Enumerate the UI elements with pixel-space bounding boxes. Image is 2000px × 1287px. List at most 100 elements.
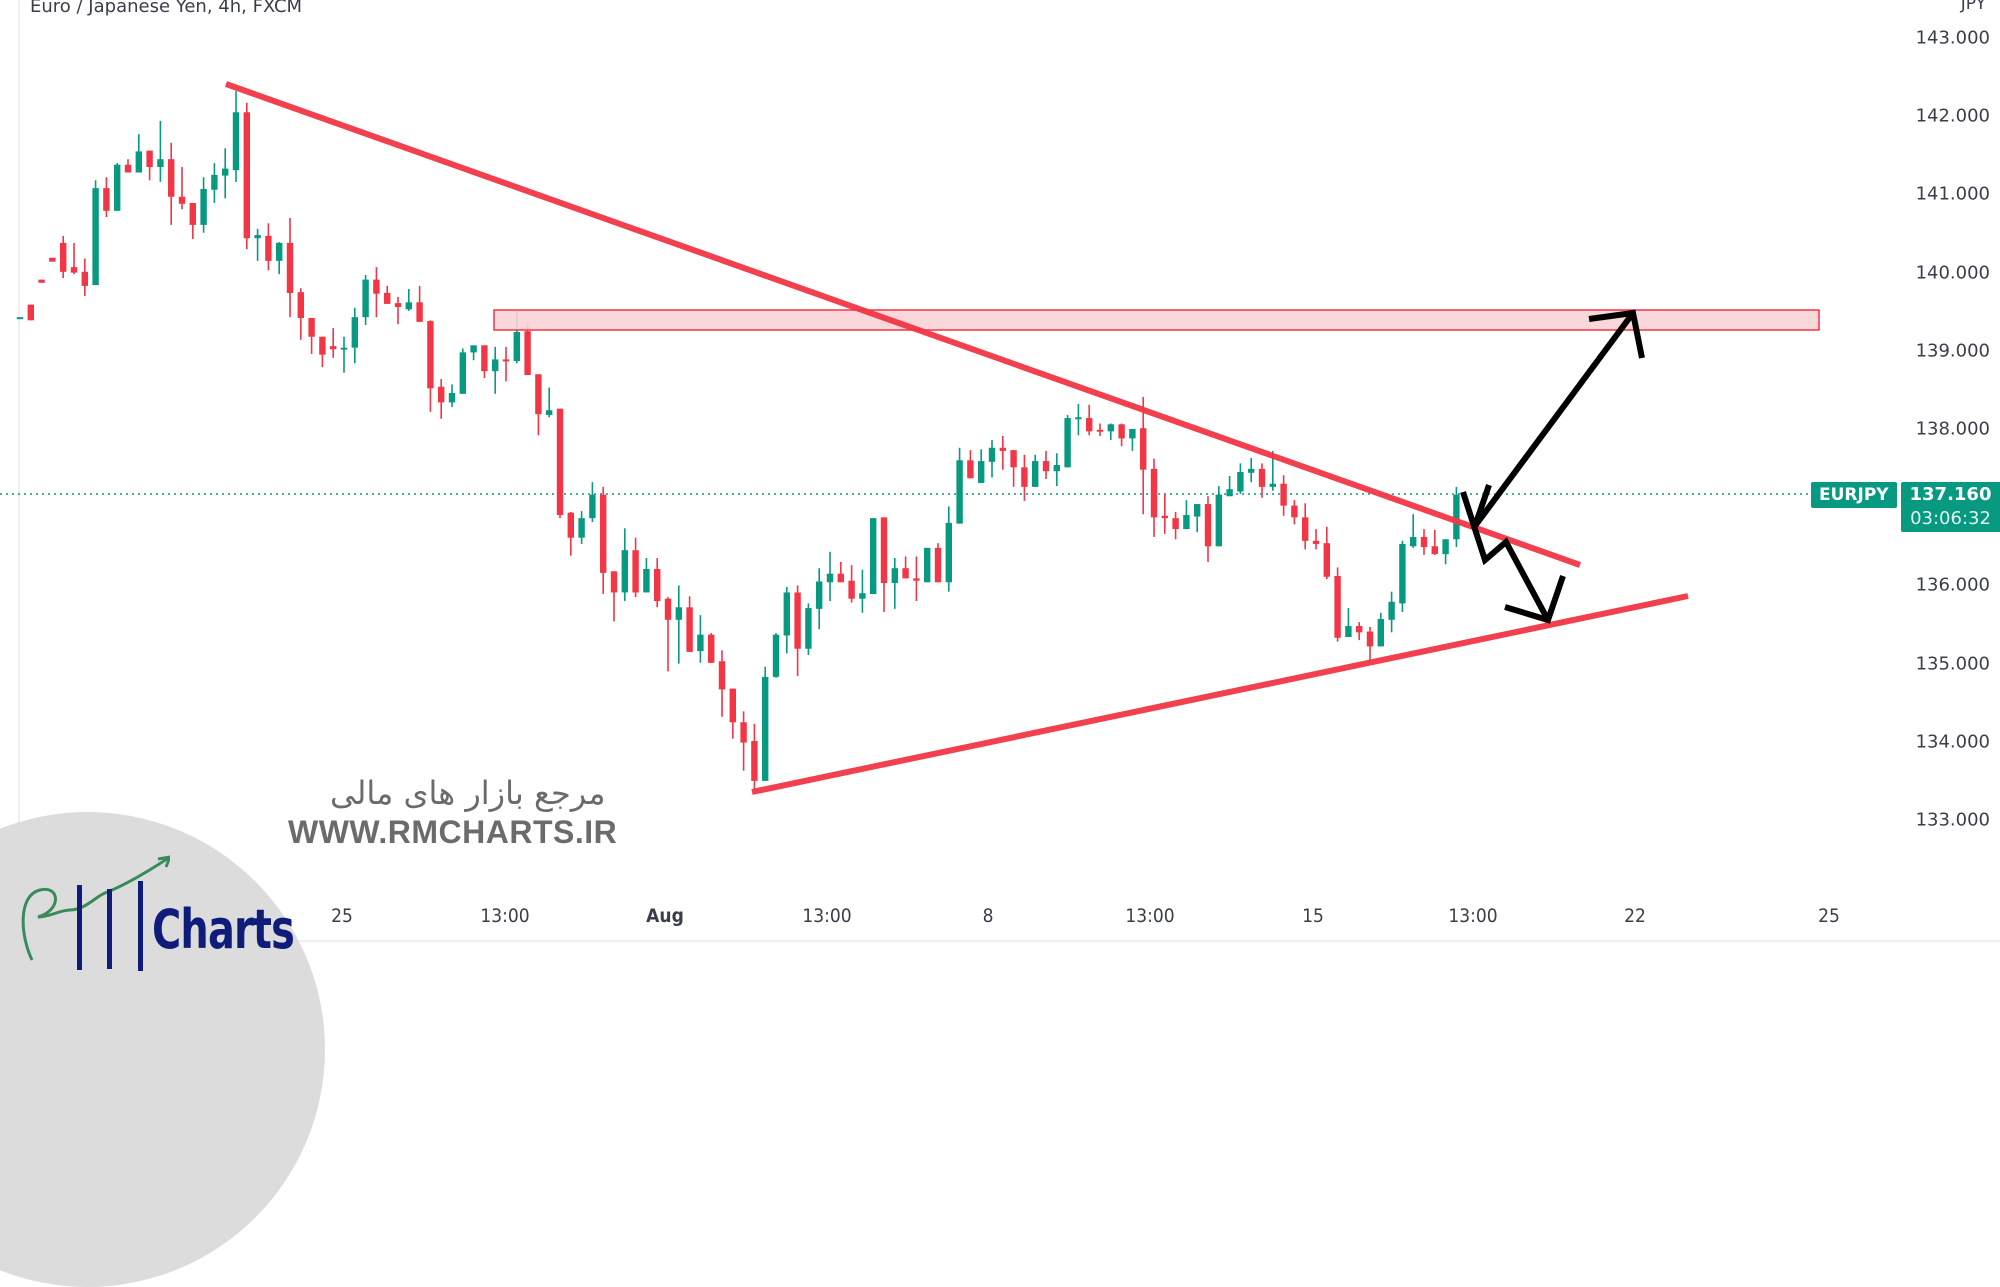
candle: [1075, 417, 1082, 420]
bar-countdown: 03:06:32: [1910, 508, 1991, 529]
candle: [470, 345, 477, 353]
candle: [1302, 517, 1309, 541]
candle: [405, 302, 412, 310]
candle: [427, 321, 434, 389]
candle: [643, 568, 650, 593]
price-tick: 135.000: [1915, 653, 1990, 675]
time-tick: 25: [331, 905, 353, 927]
candle: [794, 592, 801, 649]
candle: [103, 188, 110, 211]
candle: [1183, 515, 1190, 530]
candle: [1420, 536, 1428, 548]
candle: [513, 332, 520, 361]
candle: [27, 304, 34, 321]
last-price-badge: 137.160 03:06:32: [1901, 482, 2000, 532]
candle: [286, 242, 294, 293]
price-tick: 143.000: [1915, 27, 1990, 49]
descending-trendline[interactable]: [224, 81, 1582, 568]
time-tick: 13:00: [480, 905, 530, 927]
resistance-zone[interactable]: [493, 309, 1820, 331]
price-axis[interactable]: JPY 143.000 142.000 141.000 140.000 139.000 1…: [1880, 0, 2000, 940]
candle: [729, 688, 736, 723]
candle: [362, 279, 369, 318]
candle: [351, 317, 358, 348]
candle: [384, 292, 391, 304]
candle: [124, 164, 132, 173]
candle: [934, 547, 942, 583]
candle: [1356, 626, 1363, 633]
candle: [524, 331, 531, 376]
candle: [589, 494, 596, 519]
chart-area[interactable]: [0, 0, 1880, 940]
candle: [1226, 489, 1233, 497]
price-tick: 141.000: [1915, 183, 1990, 205]
time-tick: 25: [1818, 905, 1840, 927]
candle: [1064, 418, 1071, 468]
last-price-value: 137.160: [1909, 484, 1992, 505]
candle: [16, 317, 24, 320]
candle: [1194, 504, 1201, 517]
candle: [740, 722, 747, 743]
candle: [1107, 424, 1114, 432]
candle: [330, 346, 337, 350]
candle: [459, 352, 466, 394]
candle: [243, 112, 250, 239]
candle: [1053, 464, 1060, 472]
candle: [1096, 429, 1104, 432]
candle: [394, 303, 402, 308]
candle: [826, 573, 834, 583]
ascending-trendline[interactable]: [751, 593, 1689, 795]
candle: [783, 592, 790, 636]
candle: [92, 188, 99, 286]
candle: [178, 196, 186, 204]
candle: [837, 573, 844, 583]
candle: [1453, 494, 1460, 540]
candle: [902, 568, 909, 579]
candle: [1010, 450, 1017, 468]
candle: [1172, 518, 1179, 530]
bullish-arrow-icon[interactable]: [1472, 309, 1645, 529]
candle: [189, 203, 196, 225]
candle: [816, 581, 823, 609]
candle: [1204, 504, 1212, 547]
chart-left-border: [18, 0, 20, 940]
time-tick: 8: [982, 905, 994, 927]
candle: [1269, 483, 1276, 487]
candle: [492, 359, 499, 372]
candle: [200, 188, 207, 225]
candle: [81, 271, 88, 286]
candle: [751, 741, 758, 781]
candle: [1442, 539, 1449, 555]
candle: [610, 571, 618, 593]
candle: [718, 661, 726, 690]
candle: [924, 547, 931, 583]
candle: [340, 347, 348, 350]
candlestick-plot[interactable]: [0, 0, 2000, 1000]
time-tick: 13:00: [802, 905, 852, 927]
candle: [1118, 424, 1125, 439]
candle: [848, 580, 855, 599]
candle: [448, 393, 456, 403]
candle: [373, 279, 380, 294]
logo-text: Charts: [152, 898, 295, 961]
candle: [859, 593, 866, 599]
candle: [675, 607, 682, 620]
candle: [546, 410, 553, 415]
candle: [535, 374, 542, 415]
candle: [621, 550, 628, 593]
candle: [1237, 472, 1244, 492]
candle: [416, 302, 423, 322]
candle: [956, 460, 963, 524]
candle: [567, 512, 574, 538]
candle: [967, 460, 974, 479]
candle: [870, 518, 877, 595]
candle: [481, 345, 488, 372]
zigzag-bearish-arrow-icon[interactable]: [1460, 491, 1566, 624]
candle: [1431, 546, 1438, 555]
chart-title: Euro / Japanese Yen, 4h, FXCM: [30, 0, 303, 17]
candle: [438, 386, 445, 403]
time-tick: 13:00: [1125, 905, 1175, 927]
price-tick: 134.000: [1915, 731, 1990, 753]
candle: [762, 676, 769, 781]
time-axis-border: [0, 940, 2000, 1002]
